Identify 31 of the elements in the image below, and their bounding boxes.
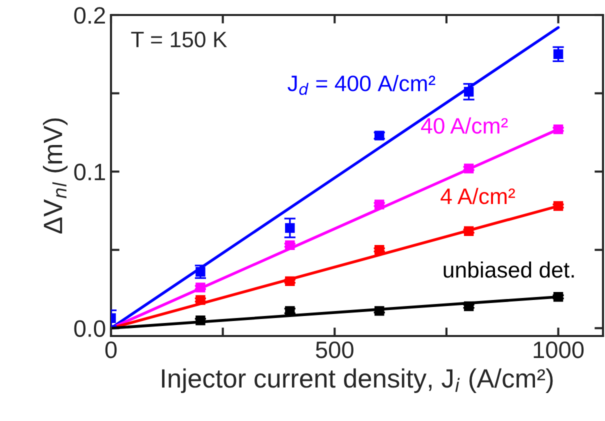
point [285, 223, 295, 233]
series-label: unbiased det. [444, 261, 574, 278]
point [553, 201, 564, 211]
point [464, 226, 474, 236]
point [553, 49, 564, 60]
point [553, 292, 564, 302]
y-tick-label: 0.1 [74, 164, 105, 180]
series-label: J$_{d}$ = 400 A/cm² [288, 74, 436, 95]
point [464, 164, 474, 174]
x-axis-title: Injector current density, J$_{i}$ (A/cm²) [162, 368, 553, 394]
point [464, 301, 474, 312]
y-axis-title: ΔV$_{nl}$ (mV) [42, 118, 68, 234]
point [285, 276, 295, 286]
point [374, 306, 384, 316]
y-tick-label: 0.0 [74, 320, 106, 337]
x-tick-label: 0 [105, 341, 117, 358]
point [374, 200, 384, 210]
point [374, 245, 384, 255]
point [374, 130, 384, 140]
y-tick-label: 0.2 [74, 7, 105, 24]
point [196, 282, 206, 292]
point [196, 295, 206, 305]
annotation: T = 150 K [131, 32, 228, 48]
point [464, 86, 474, 97]
point [285, 240, 295, 250]
x-tick-label: 1000 [534, 341, 584, 358]
x-tick-label: 500 [316, 341, 354, 358]
point [196, 315, 206, 326]
series-label: 40 A/cm² [421, 117, 508, 134]
point [553, 124, 564, 134]
series-label: 4 A/cm² [440, 188, 516, 204]
